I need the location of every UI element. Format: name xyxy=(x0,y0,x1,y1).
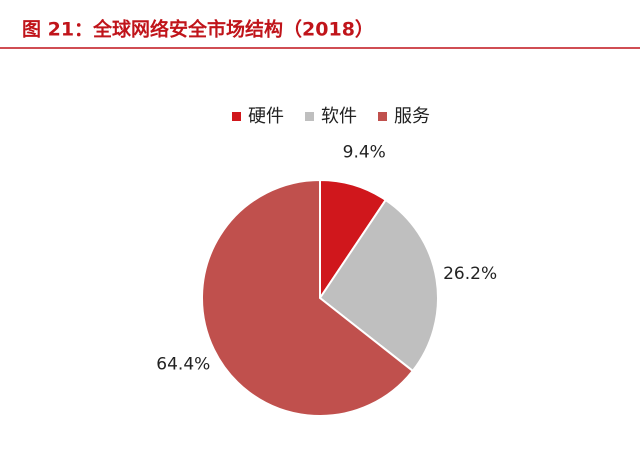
legend-swatch xyxy=(378,112,387,121)
pie-slice xyxy=(201,178,415,417)
chart-title: 图 21：全球网络安全市场结构（2018） xyxy=(22,18,374,41)
legend-label: 服务 xyxy=(394,106,430,127)
value-label: 64.4% xyxy=(156,354,210,374)
pie-slice xyxy=(318,198,439,373)
value-label: 26.2% xyxy=(443,264,497,284)
legend-swatch xyxy=(232,112,241,121)
value-label: 9.4% xyxy=(343,143,386,163)
legend-label: 软件 xyxy=(321,106,357,127)
legend-label: 硬件 xyxy=(248,106,284,127)
legend-swatch xyxy=(305,112,314,121)
